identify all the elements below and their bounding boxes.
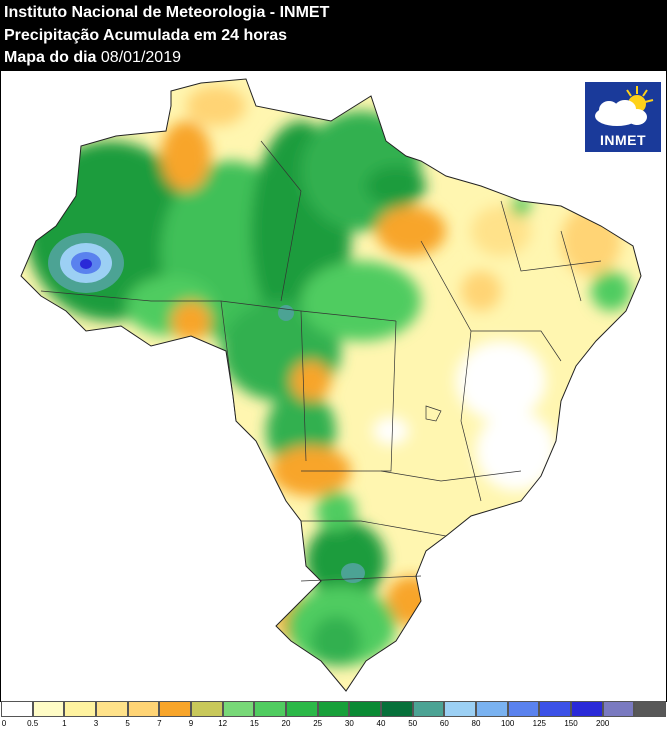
rain-core-max: [80, 259, 92, 269]
precipitation-legend: 0 0.5 1 3 5 7 9 12 15 20 25 30 40 50 60 80 100 125 150 200: [0, 701, 667, 730]
logo-text: INMET: [599, 132, 647, 148]
map-header: Instituto Nacional de Meteorologia - INM…: [0, 0, 667, 70]
legend-swatch: [539, 701, 571, 717]
legend-tick-label: 150: [564, 719, 578, 728]
legend-tick-label: 60: [439, 719, 449, 728]
sun-cloud-icon: [595, 86, 654, 126]
legend-tick-label: 100: [500, 719, 515, 728]
legend-swatch: [1, 701, 33, 717]
inmet-logo: INMET: [585, 82, 661, 152]
legend-swatch: [444, 701, 476, 717]
legend-swatch: [191, 701, 223, 717]
map-date: 08/01/2019: [100, 49, 181, 66]
state-borders: [40, 140, 602, 582]
map-date-label: Mapa do dia: [4, 49, 97, 66]
map-date-line: Mapa do dia 08/01/2019: [4, 48, 181, 68]
legend-tick-label: 80: [471, 719, 481, 728]
legend-tick-label: 125: [532, 719, 547, 728]
legend-tick-label: 200: [595, 719, 610, 728]
legend-swatch: [507, 701, 540, 717]
legend-tick-label: 7: [157, 719, 162, 728]
legend-swatch: [64, 701, 96, 717]
product-title: Precipitação Acumulada em 24 horas: [4, 27, 288, 44]
legend-swatch: [412, 701, 445, 717]
legend-tick-label: 25: [313, 719, 323, 728]
legend-tick-label: 20: [281, 719, 291, 728]
rain-field: [21, 79, 641, 691]
legend-tick-label: 0: [1, 719, 7, 728]
legend-tick-label: 0.5: [27, 719, 39, 728]
legend-swatch: [159, 701, 191, 717]
rain-core-south: [341, 563, 365, 583]
legend-swatch: [254, 701, 286, 717]
legend-swatch: [381, 701, 413, 717]
legend-tick-label: 5: [125, 719, 130, 728]
legend-tick-label: 50: [408, 719, 418, 728]
legend-tick-label: 40: [376, 719, 386, 728]
rain-core-center: [278, 305, 294, 321]
legend-swatch: [286, 701, 318, 717]
brazil-outline: [20, 78, 642, 692]
legend-swatch: [317, 701, 350, 717]
institution-title: Instituto Nacional de Meteorologia - INM…: [4, 4, 330, 21]
legend-tick-label: 30: [344, 719, 354, 728]
precipitation-map: [20, 78, 642, 692]
legend-swatch: [96, 701, 128, 717]
map-frame: [0, 70, 667, 702]
legend-tick-label: 3: [93, 719, 99, 728]
legend-swatch: [634, 701, 666, 717]
legend-swatch: [476, 701, 508, 717]
legend-swatch: [602, 701, 635, 717]
legend-swatch: [32, 701, 65, 717]
legend-swatch: [349, 701, 381, 717]
legend-swatch: [222, 701, 255, 717]
legend-tick-label: 1: [62, 719, 67, 728]
legend-swatch: [571, 701, 603, 717]
legend-swatch: [127, 701, 160, 717]
legend-tick-label: 9: [188, 719, 194, 728]
legend-tick-label: 12: [218, 719, 228, 728]
legend-tick-label: 15: [249, 719, 259, 728]
